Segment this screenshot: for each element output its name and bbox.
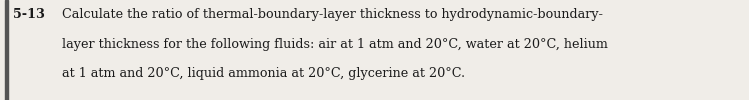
Text: Calculate the ratio of thermal-boundary-layer thickness to hydrodynamic-boundary: Calculate the ratio of thermal-boundary-… [62,8,603,21]
Bar [5,0,8,100]
Text: layer thickness for the following fluids: air at 1 atm and 20°C, water at 20°C, : layer thickness for the following fluids… [62,38,608,51]
Text: 5-13: 5-13 [13,8,45,21]
Text: at 1 atm and 20°C, liquid ammonia at 20°C, glycerine at 20°C.: at 1 atm and 20°C, liquid ammonia at 20°… [62,67,465,80]
